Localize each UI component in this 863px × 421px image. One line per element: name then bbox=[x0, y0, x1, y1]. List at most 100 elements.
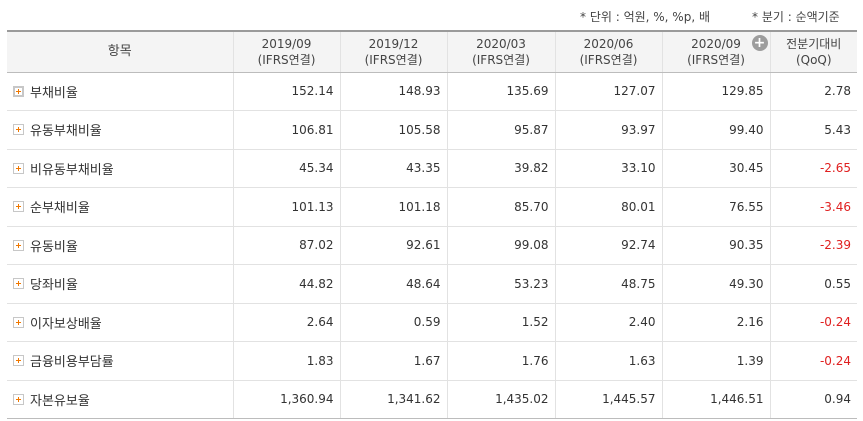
column-header-item: 항목 bbox=[7, 30, 234, 73]
table-row: 금융비용부담률 1.83 1.67 1.76 1.63 1.39 -0.24 bbox=[7, 341, 857, 381]
row-label: 유동부채비율 bbox=[30, 124, 102, 140]
value-cell: 152.14 bbox=[233, 72, 341, 111]
value-cell: 105.58 bbox=[340, 110, 448, 150]
value-cell: 1,435.02 bbox=[447, 380, 556, 419]
qoq-cell: -2.65 bbox=[770, 149, 857, 188]
plus-square-icon[interactable] bbox=[13, 355, 24, 367]
column-header-period: 2020/09 (IFRS연결) + bbox=[662, 30, 771, 73]
table-row: 당좌비율 44.82 48.64 53.23 48.75 49.30 0.55 bbox=[7, 264, 857, 304]
value-cell: 48.64 bbox=[340, 264, 448, 304]
value-cell: 45.34 bbox=[233, 149, 341, 188]
value-cell: 1,445.57 bbox=[555, 380, 663, 419]
value-cell: 1,341.62 bbox=[340, 380, 448, 419]
value-cell: 93.97 bbox=[555, 110, 663, 150]
row-label-cell: 순부채비율 bbox=[7, 187, 234, 227]
row-label: 당좌비율 bbox=[30, 278, 78, 294]
period-type: (IFRS연결) bbox=[472, 52, 530, 67]
period-type: (IFRS연결) bbox=[687, 52, 745, 67]
column-header-period: 2020/06 (IFRS연결) bbox=[555, 30, 663, 73]
value-cell: 99.08 bbox=[447, 226, 556, 265]
period-date: 2019/12 bbox=[368, 36, 419, 51]
value-cell: 85.70 bbox=[447, 187, 556, 227]
value-cell: 1.63 bbox=[555, 341, 663, 381]
financial-ratio-table: 항목 2019/09 (IFRS연결) 2019/12 (IFRS연결) 2020/… bbox=[7, 30, 857, 419]
plus-square-icon[interactable] bbox=[13, 85, 24, 97]
value-cell: 1.83 bbox=[233, 341, 341, 381]
qoq-cell: 5.43 bbox=[770, 110, 857, 150]
value-cell: 44.82 bbox=[233, 264, 341, 304]
value-cell: 48.75 bbox=[555, 264, 663, 304]
value-cell: 95.87 bbox=[447, 110, 556, 150]
value-cell: 2.40 bbox=[555, 303, 663, 342]
period-date: 2020/06 bbox=[583, 36, 634, 51]
row-label: 이자보상배율 bbox=[30, 316, 102, 332]
table-row: 유동부채비율 106.81 105.58 95.87 93.97 99.40 5.43 bbox=[7, 110, 857, 150]
value-cell: 1,360.94 bbox=[233, 380, 341, 419]
value-cell: 87.02 bbox=[233, 226, 341, 265]
value-cell: 0.59 bbox=[340, 303, 448, 342]
row-label: 자본유보율 bbox=[30, 393, 90, 409]
value-cell: 1.52 bbox=[447, 303, 556, 342]
qoq-cell: 0.55 bbox=[770, 264, 857, 304]
qoq-cell: 2.78 bbox=[770, 72, 857, 111]
value-cell: 49.30 bbox=[662, 264, 771, 304]
plus-square-icon[interactable] bbox=[13, 201, 24, 213]
unit-notes: * 단위 : 억원, %, %p, 배 * 분기 : 순액기준 bbox=[0, 0, 863, 30]
column-header-period: 2019/12 (IFRS연결) bbox=[340, 30, 448, 73]
value-cell: 101.13 bbox=[233, 187, 341, 227]
period-type: (IFRS연결) bbox=[364, 52, 423, 67]
row-label: 금융비용부담률 bbox=[30, 355, 114, 371]
qoq-label: 전분기대비 bbox=[786, 36, 842, 51]
value-cell: 1,446.51 bbox=[662, 380, 771, 419]
table-row: 비유동부채비율 45.34 43.35 39.82 33.10 30.45 -2.65 bbox=[7, 149, 857, 188]
row-label-cell: 유동비율 bbox=[7, 226, 234, 265]
plus-square-icon[interactable] bbox=[13, 278, 24, 290]
column-header-qoq: 전분기대비 (QoQ) bbox=[770, 30, 857, 73]
table-row: 부채비율 152.14 148.93 135.69 127.07 129.85 2.78 bbox=[7, 72, 857, 111]
qoq-cell: 0.94 bbox=[770, 380, 857, 419]
row-label-cell: 당좌비율 bbox=[7, 264, 234, 304]
plus-square-icon[interactable] bbox=[13, 239, 24, 251]
value-cell: 90.35 bbox=[662, 226, 771, 265]
plus-square-icon[interactable] bbox=[13, 393, 24, 405]
row-label-cell: 부채비율 bbox=[7, 72, 234, 111]
row-label-cell: 자본유보율 bbox=[7, 380, 234, 419]
row-label: 부채비율 bbox=[30, 85, 78, 101]
plus-circle-icon[interactable]: + bbox=[751, 35, 768, 51]
row-label: 비유동부채비율 bbox=[30, 162, 114, 178]
row-label-cell: 금융비용부담률 bbox=[7, 341, 234, 381]
value-cell: 1.76 bbox=[447, 341, 556, 381]
plus-square-icon[interactable] bbox=[13, 316, 24, 328]
period-date: 2019/09 bbox=[261, 36, 312, 51]
row-label: 유동비율 bbox=[30, 239, 78, 255]
value-cell: 92.61 bbox=[340, 226, 448, 265]
qoq-cell: -3.46 bbox=[770, 187, 857, 227]
table-row: 자본유보율 1,360.94 1,341.62 1,435.02 1,445.57 1,4… bbox=[7, 380, 857, 419]
column-header-period: 2019/09 (IFRS연결) bbox=[233, 30, 341, 73]
table-row: 순부채비율 101.13 101.18 85.70 80.01 76.55 -3.46 bbox=[7, 187, 857, 227]
row-label-cell: 이자보상배율 bbox=[7, 303, 234, 342]
qoq-cell: -0.24 bbox=[770, 341, 857, 381]
period-type: (IFRS연결) bbox=[579, 52, 638, 67]
value-cell: 106.81 bbox=[233, 110, 341, 150]
value-cell: 2.16 bbox=[662, 303, 771, 342]
value-cell: 43.35 bbox=[340, 149, 448, 188]
value-cell: 1.39 bbox=[662, 341, 771, 381]
unit-note: * 단위 : 억원, %, %p, 배 bbox=[580, 10, 710, 24]
value-cell: 53.23 bbox=[447, 264, 556, 304]
value-cell: 127.07 bbox=[555, 72, 663, 111]
row-label: 순부채비율 bbox=[30, 201, 90, 217]
plus-square-icon[interactable] bbox=[13, 124, 24, 136]
qoq-sublabel: (QoQ) bbox=[795, 52, 832, 67]
value-cell: 101.18 bbox=[340, 187, 448, 227]
value-cell: 148.93 bbox=[340, 72, 448, 111]
period-date: 2020/03 bbox=[476, 36, 526, 51]
value-cell: 1.67 bbox=[340, 341, 448, 381]
value-cell: 76.55 bbox=[662, 187, 771, 227]
plus-square-icon[interactable] bbox=[13, 162, 24, 174]
table-row: 유동비율 87.02 92.61 99.08 92.74 90.35 -2.39 bbox=[7, 226, 857, 265]
row-label-cell: 유동부채비율 bbox=[7, 110, 234, 150]
qoq-cell: -2.39 bbox=[770, 226, 857, 265]
column-header-period: 2020/03 (IFRS연결) bbox=[447, 30, 556, 73]
value-cell: 129.85 bbox=[662, 72, 771, 111]
